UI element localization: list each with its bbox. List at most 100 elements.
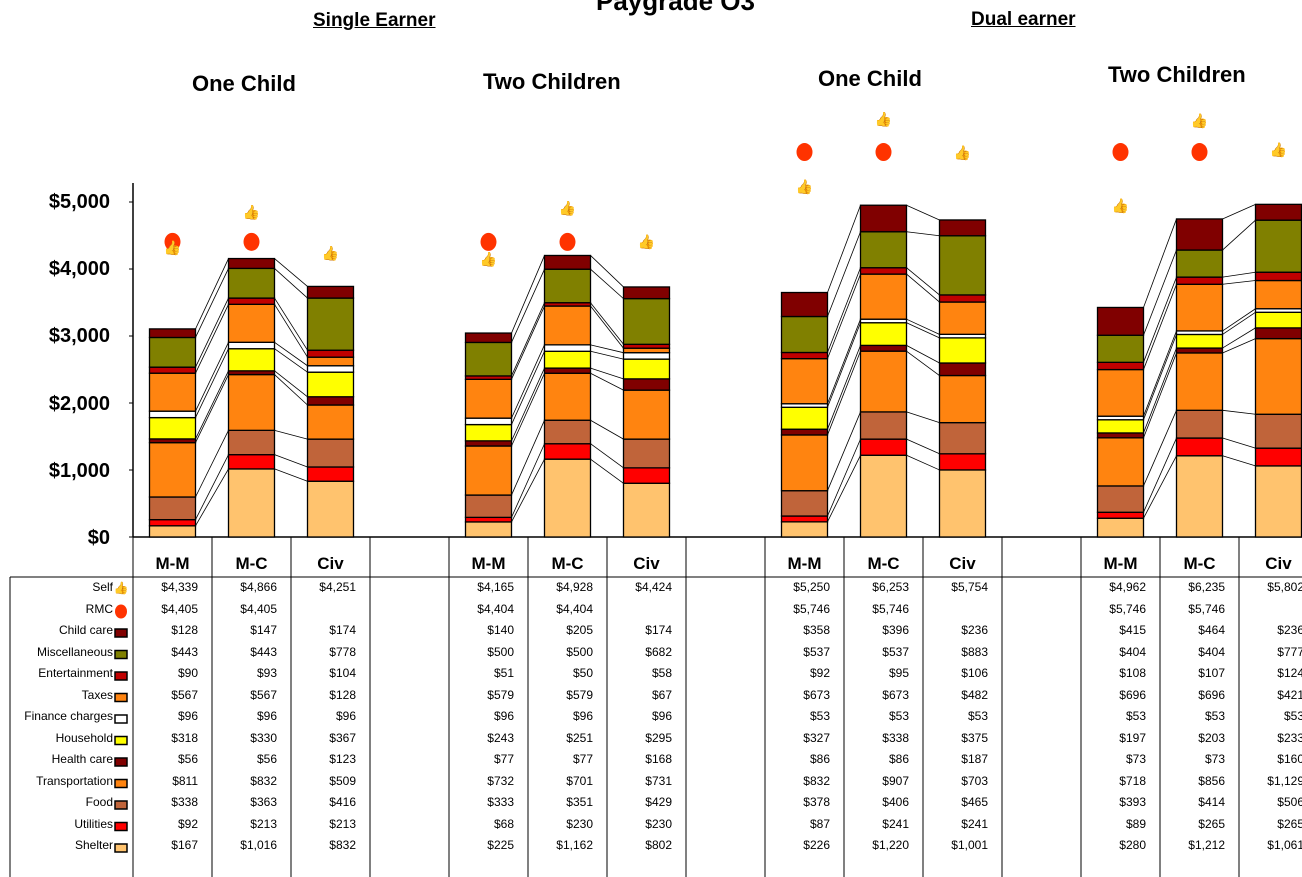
- bar-segment-taxes: [543, 305, 592, 346]
- series-connector-line: [511, 344, 545, 419]
- bar-segment-transportation: [780, 434, 829, 492]
- bar-segment-miscellaneous: [227, 267, 276, 299]
- table-cell: $241: [882, 816, 909, 831]
- series-connector-line: [906, 318, 940, 335]
- table-cell: $338: [171, 795, 198, 809]
- bar-segment-miscellaneous: [780, 315, 829, 354]
- series-connector-line: [827, 267, 861, 353]
- bar-segment-household: [227, 348, 276, 372]
- table-cell: $168: [645, 752, 672, 766]
- series-connector-line: [274, 370, 308, 398]
- series-connector-line: [195, 297, 229, 368]
- bar-segment-health-care: [938, 362, 987, 377]
- bar-segment-taxes: [622, 347, 671, 354]
- series-connector-line: [274, 268, 308, 299]
- table-cell: $96: [572, 709, 593, 723]
- bar-segment-utilities: [859, 438, 908, 456]
- x-category-label: M-M: [155, 554, 190, 573]
- series-connector-line: [590, 367, 624, 380]
- table-cell: $53: [1204, 709, 1225, 723]
- bar-segment-transportation: [543, 372, 592, 421]
- bar-segment-miscellaneous: [1096, 334, 1145, 363]
- table-cell: $230: [566, 816, 593, 831]
- bar-segment-entertainment: [938, 294, 987, 303]
- legend-key-household: [114, 735, 128, 746]
- self-marker-thumbs-up-icon: 👍: [1112, 198, 1129, 215]
- table-row-label: Food: [85, 795, 113, 809]
- table-cell: $124: [1277, 666, 1302, 680]
- bar-segment-food: [859, 411, 908, 440]
- legend-key-thumbs-up-icon: 👍: [114, 581, 129, 595]
- table-cell: $696: [1198, 687, 1225, 702]
- legend-key-utilities: [114, 821, 128, 832]
- table-cell: $907: [882, 773, 909, 788]
- table-cell: $1,162: [556, 838, 593, 852]
- bar-segment-household: [622, 358, 671, 380]
- table-cell: $87: [809, 816, 830, 831]
- series-connector-line: [195, 258, 229, 330]
- bar-segment-taxes: [938, 301, 987, 335]
- bar-segment-utilities: [1096, 511, 1145, 519]
- self-marker-thumbs-up-icon: 👍: [875, 111, 892, 128]
- table-cell: $429: [645, 795, 672, 809]
- bar-segment-food: [543, 419, 592, 445]
- bar-segment-health-care: [464, 440, 513, 447]
- table-cell: $226: [803, 838, 830, 852]
- bar-segment-health-care: [1175, 347, 1224, 354]
- bar-segment-miscellaneous: [543, 268, 592, 304]
- bar-segment-shelter: [148, 525, 197, 538]
- series-connector-line: [906, 454, 940, 471]
- y-tick-label: $0: [87, 527, 110, 549]
- table-row-label: Household: [55, 730, 113, 745]
- bar-segment-child-care: [227, 257, 276, 270]
- x-category-label: Civ: [949, 554, 976, 573]
- bar-segment-entertainment: [148, 366, 197, 374]
- self-marker-thumbs-up-icon: 👍: [559, 200, 576, 217]
- bar-segment-household: [306, 371, 355, 398]
- bar-segment-household: [543, 350, 592, 369]
- series-connector-line: [195, 468, 229, 527]
- bar-segment-food: [1175, 409, 1224, 439]
- bar-segment-utilities: [148, 518, 197, 527]
- series-connector-line: [1222, 437, 1256, 449]
- rmc-marker: [480, 232, 497, 251]
- bar-segment-shelter: [543, 458, 592, 538]
- table-cell: $883: [961, 644, 988, 659]
- table-cell: $106: [961, 666, 988, 680]
- table-cell: $265: [1277, 816, 1302, 831]
- legend-key-finance-charges: [114, 714, 128, 724]
- rmc-marker: [1112, 143, 1129, 162]
- table-cell: $327: [803, 730, 830, 745]
- bar-segment-household: [1175, 333, 1224, 349]
- bar-segment-entertainment: [1096, 361, 1145, 371]
- table-cell: $4,405: [240, 601, 277, 616]
- table-cell: $414: [1198, 795, 1225, 809]
- bar-segment-miscellaneous: [306, 297, 355, 351]
- bar-segment-child-care: [780, 291, 829, 318]
- legend-key-rmc: [115, 604, 127, 619]
- series-connector-line: [1222, 311, 1256, 335]
- series-connector-line: [1143, 284, 1177, 370]
- table-cell: $4,165: [477, 580, 514, 594]
- table-cell: $5,250: [793, 580, 830, 594]
- table-row-label: Entertainment: [38, 666, 113, 680]
- series-connector-line: [274, 341, 308, 367]
- series-connector-line: [590, 443, 624, 469]
- table-cell: $230: [645, 816, 672, 831]
- table-cell: $5,746: [1188, 601, 1225, 616]
- bar-segment-food: [1096, 485, 1145, 513]
- series-connector-line: [590, 255, 624, 288]
- table-cell: $682: [645, 644, 672, 659]
- scenario-label-dual-two-children: Two Children: [1108, 62, 1246, 87]
- bar-segment-transportation: [859, 350, 908, 413]
- table-cell: $56: [177, 752, 198, 766]
- bar-segment-child-care: [938, 219, 987, 237]
- bar-segment-taxes: [1175, 283, 1224, 332]
- table-cell: $537: [803, 644, 830, 659]
- table-cell: $53: [888, 709, 909, 723]
- table-cell: $93: [256, 666, 277, 680]
- series-connector-line: [827, 455, 861, 523]
- table-cell: $404: [1119, 644, 1146, 659]
- table-cell: $351: [566, 795, 593, 809]
